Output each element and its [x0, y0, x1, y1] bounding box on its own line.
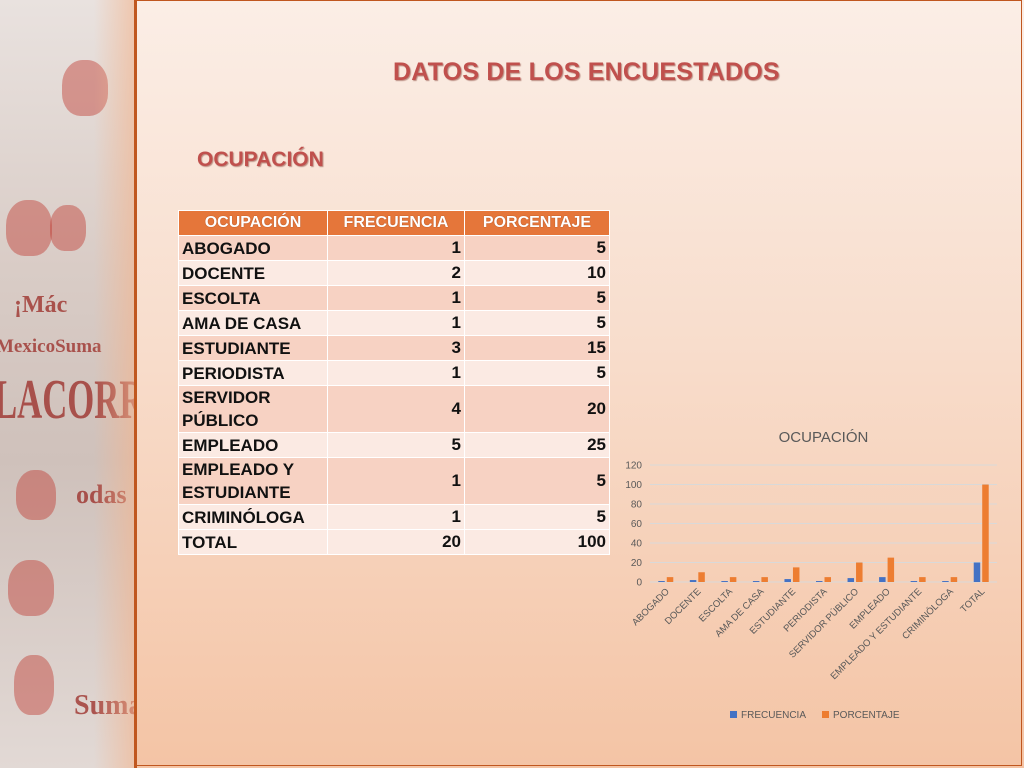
- chart-title: OCUPACIÓN: [779, 429, 869, 446]
- column-header-occupation: OCUPACIÓN: [178, 210, 328, 236]
- table-row: ESTUDIANTE 3 15: [178, 335, 610, 361]
- table-row: PERIODISTA 1 5: [178, 360, 610, 386]
- bar-frecuencia: [689, 580, 697, 582]
- legend-label: FRECUENCIA: [741, 710, 806, 721]
- occupation-cell: DOCENTE: [178, 260, 328, 286]
- hand-print-decoration: [6, 200, 52, 256]
- table-header-row: OCUPACIÓN FRECUENCIA PORCENTAJE: [178, 210, 610, 236]
- hand-print-decoration: [8, 560, 54, 616]
- poster-fragment: ¡Mác: [14, 292, 68, 318]
- bar-porcentaje: [792, 567, 800, 582]
- table-row: AMA DE CASA 1 5: [178, 310, 610, 336]
- y-tick-label: 80: [631, 500, 643, 511]
- occupation-cell: PERIODISTA: [178, 360, 328, 386]
- frequency-cell: 1: [327, 235, 465, 261]
- frequency-cell: 4: [327, 385, 465, 433]
- photo-fade: [94, 0, 134, 768]
- percentage-cell: 5: [464, 360, 610, 386]
- table-row: DOCENTE 2 10: [178, 260, 610, 286]
- occupation-cell: CRIMINÓLOGA: [178, 504, 328, 530]
- bar-frecuencia: [816, 581, 823, 582]
- table-row: CRIMINÓLOGA 1 5: [178, 504, 610, 530]
- bar-porcentaje: [950, 577, 958, 582]
- bar-porcentaje: [666, 577, 674, 582]
- slide-title: DATOS DE LOS ENCUESTADOS: [393, 58, 780, 86]
- table-row: ABOGADO 1 5: [178, 235, 610, 261]
- bar-porcentaje: [887, 557, 895, 582]
- y-tick-label: 40: [631, 539, 643, 550]
- table-row: EMPLEADO Y ESTUDIANTE 1 5: [178, 457, 610, 505]
- y-tick-label: 120: [625, 461, 642, 472]
- occupation-cell: TOTAL: [178, 529, 328, 555]
- occupation-cell: EMPLEADO Y ESTUDIANTE: [178, 457, 328, 505]
- frequency-cell: 20: [327, 529, 465, 555]
- y-tick-label: 60: [631, 519, 643, 530]
- bar-porcentaje: [919, 577, 926, 582]
- occupation-cell: ABOGADO: [178, 235, 328, 261]
- occupation-cell: ESTUDIANTE: [178, 335, 328, 361]
- percentage-cell: 100: [464, 529, 610, 555]
- bar-frecuencia: [879, 577, 886, 582]
- bar-porcentaje: [982, 484, 989, 582]
- frequency-cell: 1: [327, 360, 465, 386]
- bar-porcentaje: [698, 572, 705, 582]
- bar-porcentaje: [761, 577, 768, 582]
- percentage-cell: 5: [464, 285, 610, 311]
- legend-swatch: [730, 711, 737, 718]
- frequency-cell: 1: [327, 504, 465, 530]
- occupation-cell: SERVIDOR PÚBLICO: [178, 385, 328, 433]
- y-tick-label: 20: [631, 558, 643, 569]
- percentage-cell: 10: [464, 260, 610, 286]
- frequency-cell: 5: [327, 432, 465, 458]
- frequency-cell: 2: [327, 260, 465, 286]
- bar-frecuencia: [784, 579, 791, 582]
- frequency-cell: 1: [327, 310, 465, 336]
- divider-line: [134, 0, 137, 768]
- y-tick-label: 0: [636, 578, 642, 589]
- table-row: EMPLEADO 5 25: [178, 432, 610, 458]
- occupation-chart: OCUPACIÓN 0 20 40 60 80 100 120 ABOGADO DOCENTE ES…: [595, 415, 1015, 735]
- frequency-cell: 1: [327, 285, 465, 311]
- x-tick-label: TOTAL: [959, 586, 988, 615]
- background-photo: ¡Mác MexicoSuma LACORRUP odas Suma: [0, 0, 134, 768]
- hand-print-decoration: [50, 205, 86, 251]
- percentage-cell: 5: [464, 235, 610, 261]
- y-tick-label: 100: [625, 480, 642, 491]
- hand-print-decoration: [14, 655, 54, 715]
- occupation-table: OCUPACIÓN FRECUENCIA PORCENTAJE ABOGADO …: [178, 210, 610, 555]
- chart-svg: OCUPACIÓN020406080100120ABOGADODOCENTEES…: [625, 429, 997, 721]
- bar-frecuencia: [910, 581, 918, 582]
- section-subtitle: OCUPACIÓN: [197, 148, 324, 171]
- bar-porcentaje: [824, 577, 831, 582]
- occupation-cell: AMA DE CASA: [178, 310, 328, 336]
- bar-porcentaje: [856, 562, 863, 582]
- percentage-cell: 25: [464, 432, 610, 458]
- percentage-cell: 20: [464, 385, 610, 433]
- table-total-row: TOTAL 20 100: [178, 529, 610, 555]
- occupation-cell: ESCOLTA: [178, 285, 328, 311]
- bar-frecuencia: [973, 562, 981, 582]
- bar-porcentaje: [729, 577, 737, 582]
- column-header-frequency: FRECUENCIA: [327, 210, 465, 236]
- column-header-percentage: PORCENTAJE: [464, 210, 610, 236]
- bar-frecuencia: [752, 581, 760, 582]
- legend-swatch: [822, 711, 829, 718]
- percentage-cell: 15: [464, 335, 610, 361]
- frequency-cell: 3: [327, 335, 465, 361]
- percentage-cell: 5: [464, 504, 610, 530]
- bar-frecuencia: [942, 581, 949, 582]
- table-row: ESCOLTA 1 5: [178, 285, 610, 311]
- legend-label: PORCENTAJE: [833, 710, 900, 721]
- percentage-cell: 5: [464, 457, 610, 505]
- occupation-cell: EMPLEADO: [178, 432, 328, 458]
- poster-fragment: MexicoSuma: [0, 336, 102, 357]
- table-row: SERVIDOR PÚBLICO 4 20: [178, 385, 610, 433]
- bar-frecuencia: [847, 578, 855, 582]
- percentage-cell: 5: [464, 310, 610, 336]
- hand-print-decoration: [16, 470, 56, 520]
- bar-frecuencia: [721, 581, 728, 582]
- bar-frecuencia: [658, 581, 665, 582]
- frequency-cell: 1: [327, 457, 465, 505]
